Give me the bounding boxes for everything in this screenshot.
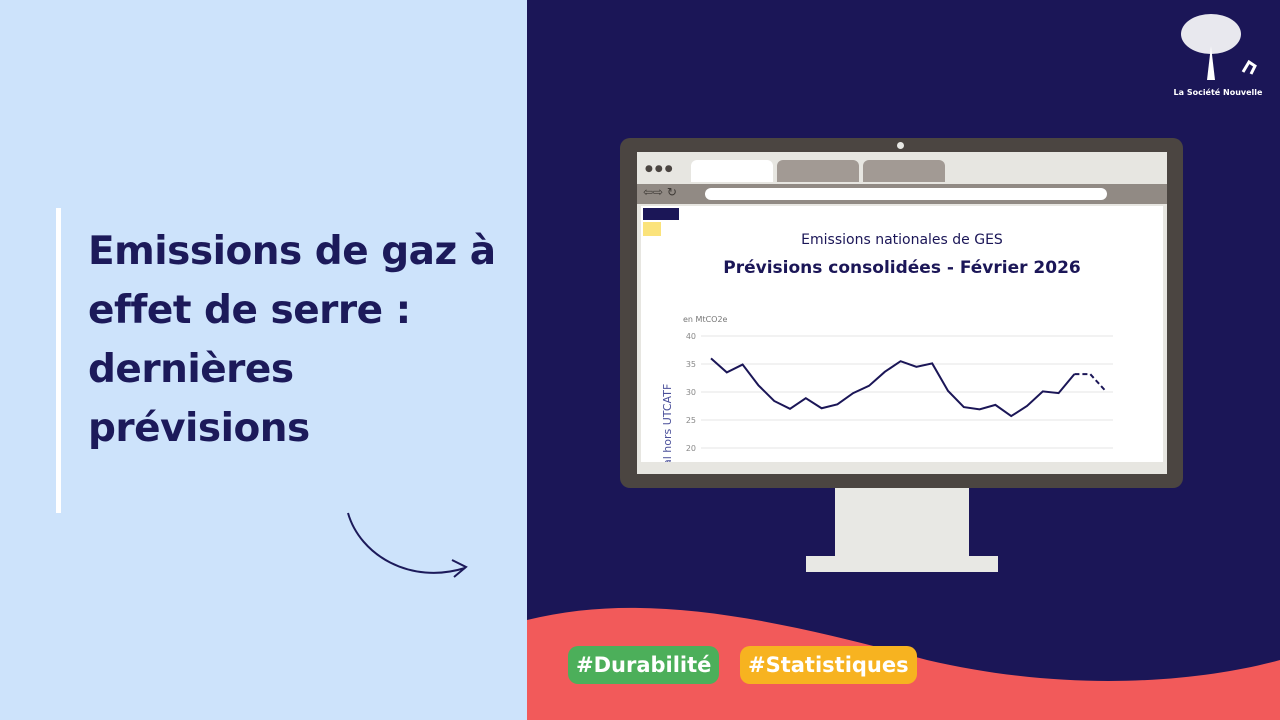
page-block-navy bbox=[643, 208, 679, 220]
y-tick-label: 25 bbox=[686, 416, 696, 425]
tag-durabilite[interactable]: #Durabilité bbox=[568, 646, 720, 684]
y-tick-label: 20 bbox=[686, 444, 696, 453]
tag-statistiques[interactable]: #Statistiques bbox=[740, 646, 917, 684]
left-panel: Emissions de gaz à effet de serre : dern… bbox=[0, 0, 527, 720]
series-line-solid bbox=[710, 357, 1076, 418]
series-line-dashed bbox=[1074, 373, 1107, 393]
nav-arrows-reload-icon[interactable]: ⇦⇨ ↻ bbox=[643, 185, 677, 199]
webcam-dot bbox=[897, 142, 904, 149]
tree-logo-icon bbox=[1181, 14, 1257, 80]
chart-subtitle: Prévisions consolidées - Février 2026 bbox=[723, 258, 1081, 278]
accent-bar bbox=[56, 208, 61, 513]
logo: La Société Nouvelle bbox=[1170, 10, 1266, 97]
chart-title: Emissions nationales de GES bbox=[801, 232, 1003, 248]
page-block-yellow bbox=[643, 222, 661, 236]
browser-tab[interactable] bbox=[863, 160, 945, 182]
browser-tab[interactable] bbox=[777, 160, 859, 182]
headline: Emissions de gaz à effet de serre : dern… bbox=[88, 229, 496, 451]
line-chart: en MtCO2e 40 35 30 25 20 al hors UTCATF bbox=[661, 315, 1113, 462]
y-axis-label: al hors UTCATF bbox=[661, 384, 674, 462]
browser-tab-active[interactable] bbox=[691, 160, 773, 182]
y-tick-label: 35 bbox=[686, 360, 696, 369]
browser-navbar: ⇦⇨ ↻ bbox=[637, 184, 1167, 204]
arrow-icon bbox=[347, 512, 468, 578]
monitor-base bbox=[806, 556, 998, 572]
y-tick-label: 40 bbox=[686, 332, 696, 341]
url-bar[interactable] bbox=[705, 188, 1107, 200]
logo-text: La Société Nouvelle bbox=[1173, 88, 1263, 97]
window-dots-icon: ●●● bbox=[645, 164, 675, 174]
browser-window: ●●● ⇦⇨ ↻ Emissions nationales de GES Pré… bbox=[637, 152, 1167, 474]
web-page: Emissions nationales de GES Prévisions c… bbox=[641, 206, 1163, 462]
y-tick-label: 30 bbox=[686, 388, 696, 397]
monitor-stand bbox=[835, 488, 969, 560]
unit-label: en MtCO2e bbox=[683, 315, 728, 324]
